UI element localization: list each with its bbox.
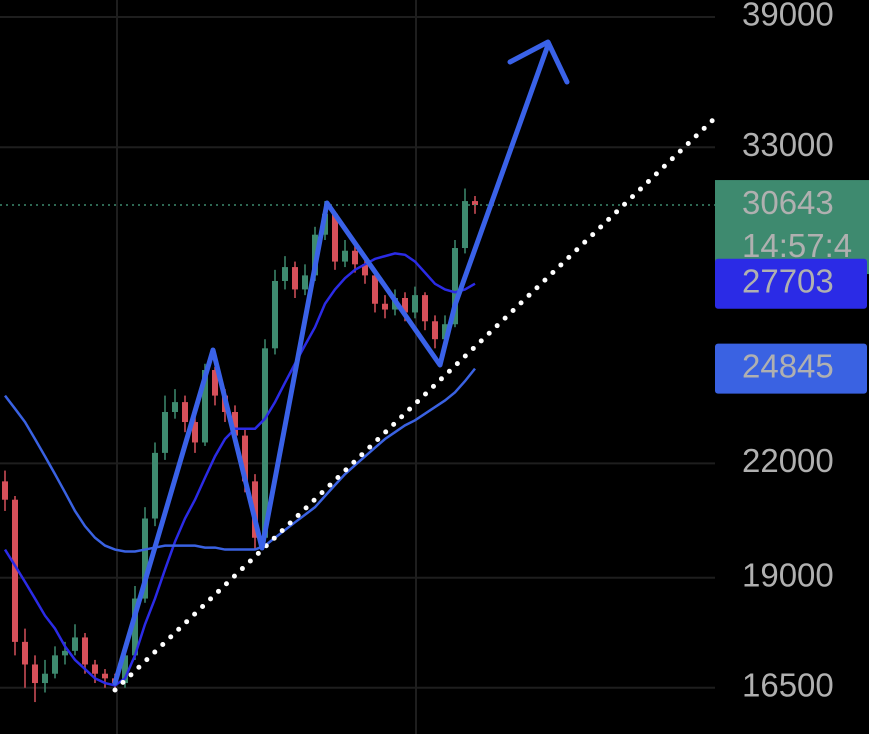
- candle-body: [362, 264, 368, 276]
- candle-body: [182, 402, 188, 423]
- ma-label: 24845: [742, 347, 834, 384]
- y-tick-label: 22000: [742, 442, 834, 479]
- candle-body: [442, 324, 448, 340]
- candle-body: [102, 673, 108, 679]
- candle-body: [202, 370, 208, 443]
- candle-body: [412, 295, 418, 313]
- trend-line: [112, 115, 718, 693]
- ma-box: [715, 258, 867, 309]
- ma-label: 27703: [742, 262, 834, 299]
- candle-body: [12, 499, 18, 642]
- candle-body: [2, 481, 8, 500]
- candle-body: [432, 321, 438, 340]
- candle-body: [242, 435, 248, 482]
- candle-body: [452, 248, 458, 325]
- annotations: [112, 39, 718, 693]
- candle-body: [402, 297, 408, 313]
- candle-body: [192, 422, 198, 443]
- arrow-head: [507, 39, 570, 85]
- candle-body: [42, 673, 48, 684]
- candle-body: [232, 412, 238, 436]
- price-box: [715, 180, 869, 275]
- candle-body: [172, 402, 178, 413]
- candle-body: [52, 655, 58, 674]
- candle-body: [372, 275, 378, 304]
- candle-body: [272, 280, 278, 349]
- candle-body: [162, 412, 168, 453]
- y-tick-label: 16500: [742, 666, 834, 703]
- price-label: 30643: [742, 184, 834, 221]
- plot: [0, 188, 715, 703]
- candle-body: [262, 348, 268, 538]
- candle-body: [422, 295, 428, 322]
- candle-body: [352, 250, 358, 265]
- candle-body: [22, 641, 28, 665]
- candle-body: [142, 518, 148, 599]
- candle-body: [72, 637, 78, 651]
- ma-box: [715, 343, 867, 394]
- candle-body: [122, 655, 128, 684]
- zigzag: [112, 42, 551, 686]
- candle-body: [332, 213, 338, 262]
- candle-body: [302, 275, 308, 290]
- candle-body: [462, 201, 468, 249]
- candle-body: [92, 664, 98, 674]
- grid: [0, 16, 715, 689]
- moving-average: [4, 367, 476, 553]
- candle-body: [472, 201, 478, 206]
- countdown-label: 14:57:4: [742, 227, 852, 264]
- moving-average: [3, 252, 476, 687]
- price-axis: 16500 19000 22000 33000 39000 30643 14:57:4277…: [715, 0, 869, 703]
- candle-body: [82, 637, 88, 665]
- candle-body: [382, 303, 388, 310]
- candle-body: [212, 370, 218, 396]
- candle-body: [32, 664, 38, 684]
- candle-body: [292, 267, 298, 290]
- candle-body: [152, 452, 158, 519]
- y-tick-label: 19000: [742, 556, 834, 593]
- candle-body: [132, 598, 138, 656]
- candle-body: [342, 250, 348, 262]
- y-tick-label: 33000: [742, 126, 834, 163]
- candle-body: [62, 650, 68, 656]
- y-tick-label: 39000: [742, 0, 834, 33]
- candle-body: [282, 267, 288, 281]
